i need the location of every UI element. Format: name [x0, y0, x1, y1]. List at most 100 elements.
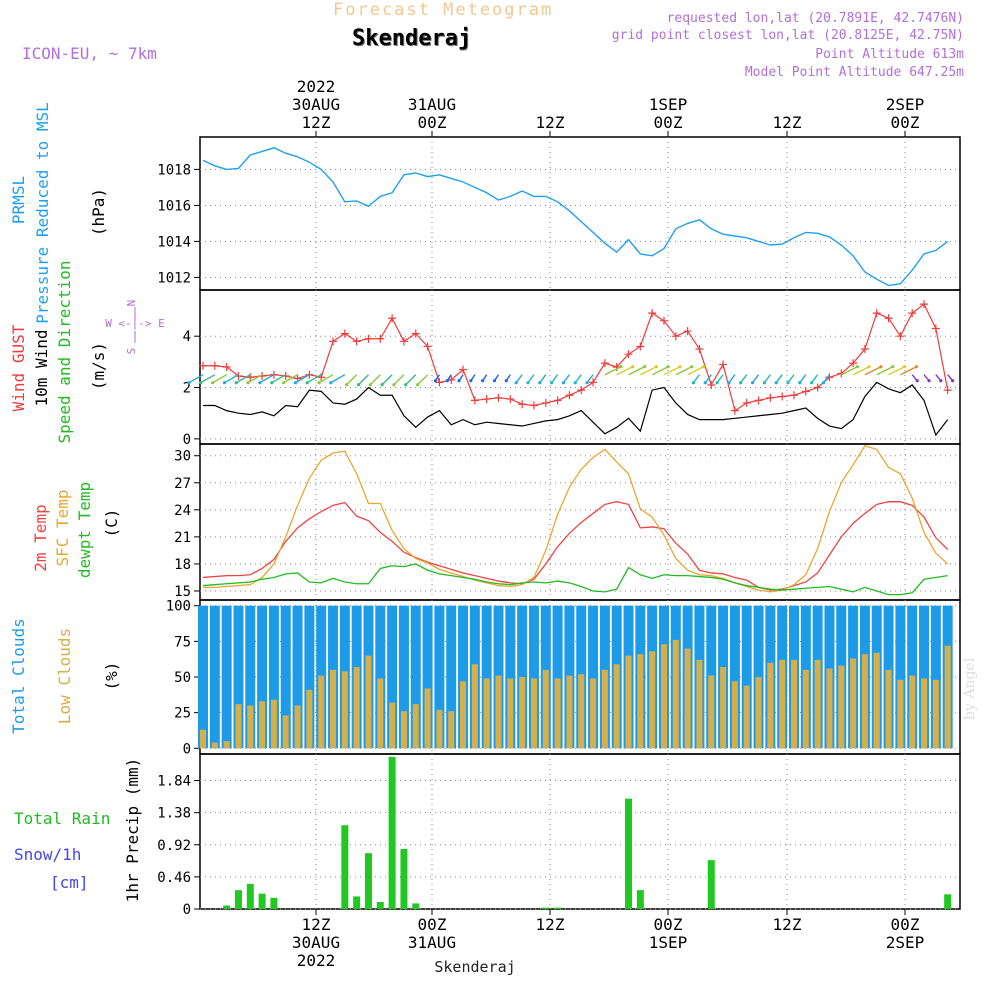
wind-panel-frame: [199, 289, 961, 445]
gust-line: [203, 303, 949, 412]
wind-direction-arrow: [716, 374, 724, 384]
precip-bar: [554, 907, 562, 909]
wind-direction-arrowhead: [222, 381, 227, 385]
gust-point: [352, 337, 361, 346]
wind-series: [187, 300, 955, 437]
wind-direction-arrow: [864, 366, 882, 376]
gust-point: [494, 393, 503, 402]
footer-location: Skenderaj: [434, 958, 515, 976]
low-cloud-bar: [330, 669, 337, 749]
wind-direction-arrowhead: [642, 365, 647, 369]
gust-point: [813, 383, 822, 392]
wind-direction-arrow: [381, 374, 393, 386]
precip-bar: [707, 860, 715, 909]
wind-unit: (m/s): [89, 342, 108, 390]
compass-west-east: W <-|-> E: [105, 317, 165, 330]
wind-direction-arrow: [628, 366, 645, 376]
point-altitude: Point Altitude 613m: [815, 47, 964, 62]
total-cloud-bar: [221, 605, 232, 749]
bottom-hour-label: 00Z: [654, 915, 683, 934]
low-cloud-bar: [554, 678, 561, 749]
wind-direction-arrowhead: [915, 379, 919, 383]
wind-direction-arrow: [369, 374, 381, 386]
wind-direction-arrowhead: [492, 379, 497, 383]
total-cloud-bar: [410, 605, 421, 749]
gust-point: [411, 329, 420, 338]
wind-direction-arrow: [259, 374, 275, 384]
y-tick-label: 27: [174, 476, 191, 492]
direction-label: Speed and Direction: [55, 260, 74, 443]
total-cloud-bar: [375, 605, 386, 749]
top-date-label: 30AUG: [292, 95, 340, 114]
low-cloud-bar: [542, 669, 549, 749]
total-cloud-bar: [398, 605, 409, 749]
wind-direction-arrow: [405, 374, 417, 386]
low-cloud-bar: [448, 711, 455, 749]
clouds-unit: (%): [102, 662, 121, 691]
top-hour-label: 00Z: [654, 113, 683, 132]
low-cloud-bar: [471, 664, 478, 749]
gust-point: [577, 386, 586, 395]
low-cloud-bar: [294, 705, 301, 749]
wind-direction-arrow: [692, 374, 701, 384]
bottom-hour-label: 00Z: [418, 915, 447, 934]
wind-direction-arrow: [763, 374, 771, 384]
clouds-series: [198, 605, 953, 749]
low-cloud-bar: [672, 639, 679, 749]
precip-bar: [388, 756, 396, 909]
gust-point: [648, 309, 657, 318]
precip-bar: [636, 890, 644, 909]
temperature-series: [202, 445, 949, 596]
gust-point: [659, 316, 668, 325]
gust-point: [423, 342, 432, 351]
low-cloud-bar: [377, 678, 384, 749]
gust-point: [482, 395, 491, 404]
low-cloud-bar: [708, 675, 715, 749]
bottom-date-label: 30AUG: [292, 933, 340, 952]
precip-bar: [223, 905, 231, 909]
wind-direction-arrowhead: [305, 381, 309, 385]
low-clouds-label: Low Clouds: [55, 628, 74, 724]
wind-direction-arrow: [651, 366, 669, 376]
wind-direction-arrow: [271, 374, 287, 384]
wind-direction-arrow: [551, 374, 559, 384]
wind-direction-arrowhead: [879, 365, 883, 369]
low-cloud-bar: [282, 715, 289, 749]
gust-point: [931, 324, 940, 333]
precip-bar: [364, 853, 372, 909]
low-cloud-bar: [507, 678, 514, 749]
precip-bar: [353, 896, 361, 909]
wind-direction-arrowhead: [514, 381, 518, 385]
wind-direction-arrow: [822, 374, 831, 384]
y-tick-label: 1014: [157, 234, 191, 250]
y-tick-label: 25: [174, 706, 191, 722]
grid-point-coordinates: grid point closest lon,lat (20.8125E, 42…: [611, 28, 964, 43]
low-cloud-bar: [389, 702, 396, 749]
pressure-line: [202, 147, 949, 287]
low-cloud-bar: [625, 655, 632, 749]
wind-direction-arrow: [604, 366, 622, 376]
top-year-label: 2022: [297, 77, 336, 96]
wind-direction-arrowhead: [715, 381, 719, 385]
wind-direction-arrowhead: [810, 381, 814, 385]
total-cloud-bar: [505, 605, 516, 749]
sfc-temp-line: [203, 445, 949, 593]
low-cloud-bar: [684, 648, 691, 749]
wind-direction-arrow: [417, 374, 429, 386]
total-cloud-bar: [552, 605, 563, 749]
low-cloud-bar: [566, 675, 573, 749]
total-cloud-bar: [292, 605, 303, 749]
wind-direction-arrowhead: [392, 383, 396, 387]
gust-point: [707, 380, 716, 389]
gust-point: [388, 314, 397, 323]
temperature-panel-frame: [199, 443, 961, 601]
gust-point: [518, 400, 527, 409]
total-cloud-bar: [198, 605, 208, 749]
low-cloud-bar: [897, 679, 904, 749]
total-cloud-bar: [446, 605, 457, 749]
snow-label: Snow/1h: [14, 845, 81, 864]
wind-direction-arrowhead: [690, 365, 694, 369]
low-cloud-bar: [826, 668, 833, 749]
